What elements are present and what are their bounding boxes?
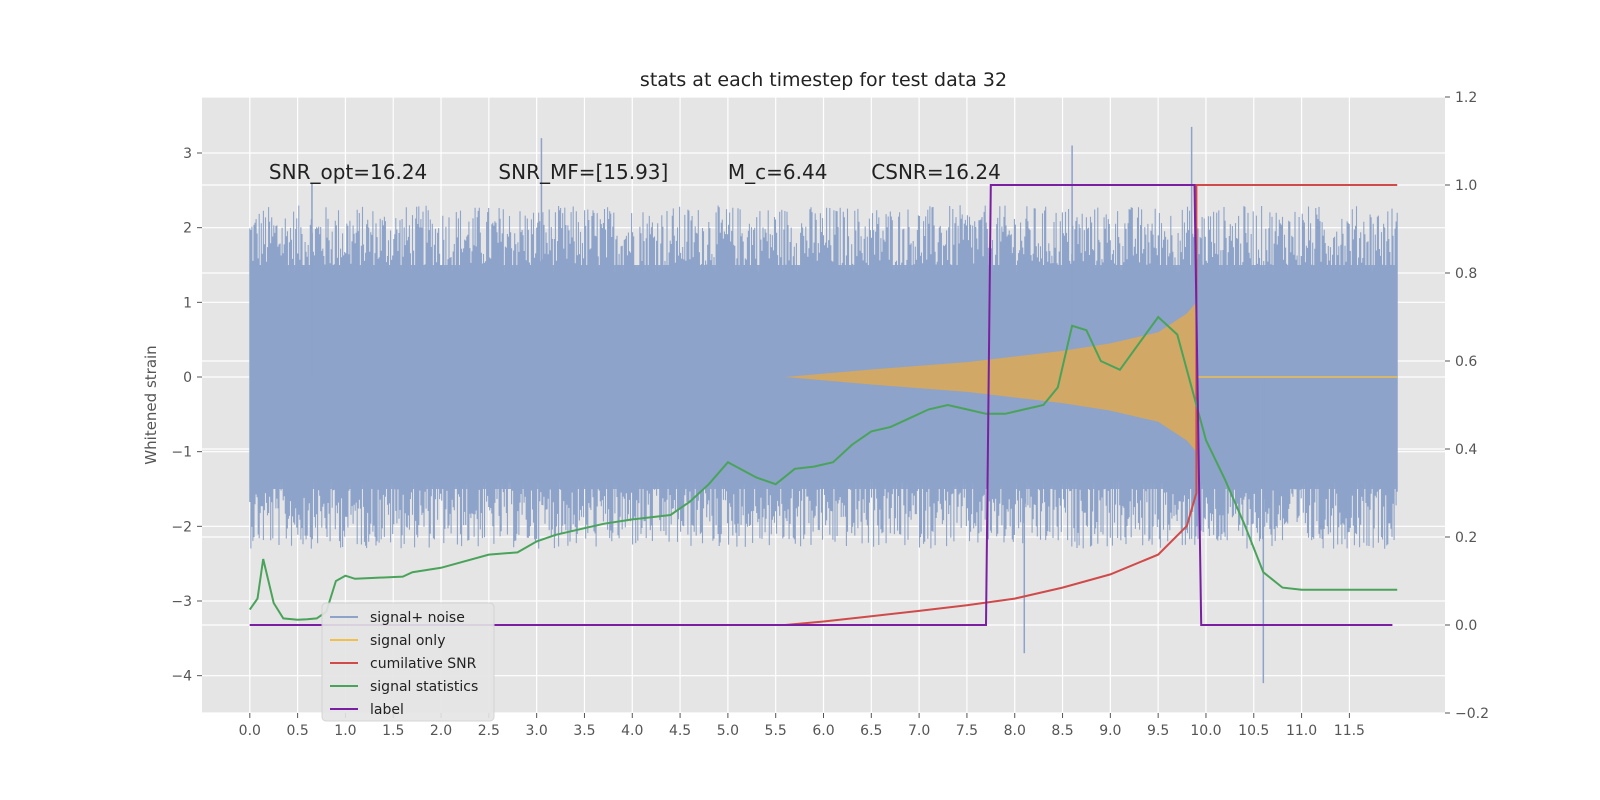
legend-label: signal statistics (370, 679, 478, 695)
y2-tick-label: −0.2 (1455, 706, 1489, 722)
series-lines (248, 184, 1398, 626)
x-tick-label: 4.0 (621, 723, 643, 739)
x-tick-label: 10.5 (1238, 723, 1269, 739)
x-tick-label: 8.5 (1051, 723, 1073, 739)
x-tick-label: 10.0 (1190, 723, 1221, 739)
y-tick-label: −3 (171, 594, 192, 610)
x-tick-label: 5.5 (765, 723, 787, 739)
y-tick-label: −1 (171, 445, 192, 461)
x-tick-label: 1.0 (334, 723, 356, 739)
legend-label: label (370, 702, 404, 718)
x-tick-label: 2.5 (478, 723, 500, 739)
x-tick-label: 9.5 (1147, 723, 1169, 739)
x-tick-label: 3.5 (573, 723, 595, 739)
annotation-text: M_c=6.44 (728, 160, 828, 184)
y-tick-label: −4 (171, 669, 192, 685)
x-tick-label: 0.0 (239, 723, 261, 739)
y-tick-label: 1 (183, 295, 192, 311)
x-tick-label: 6.5 (860, 723, 882, 739)
line-label (249, 184, 1393, 626)
x-tick-label: 11.0 (1286, 723, 1317, 739)
annotation-text: SNR_MF=[15.93] (498, 160, 668, 184)
x-tick-label: 1.5 (382, 723, 404, 739)
legend: signal+ noise signal only cumilative SNR si… (321, 602, 495, 722)
x-tick-label: 7.0 (908, 723, 930, 739)
legend-label: signal only (370, 633, 445, 649)
y2-tick-label: 0.8 (1455, 266, 1477, 282)
chart-title: stats at each timestep for test data 32 (640, 69, 1007, 91)
y-tick-label: 2 (183, 221, 192, 237)
x-tick-label: 9.0 (1099, 723, 1121, 739)
y2-tick-label: 0.4 (1455, 442, 1477, 458)
x-tick-label: 8.0 (1004, 723, 1026, 739)
line-cumilative-snr (249, 184, 1398, 626)
series-signal-only (785, 302, 1398, 452)
x-tick-label: 5.0 (717, 723, 739, 739)
x-tick-label: 6.0 (812, 723, 834, 739)
y-axis-label: Whitened strain (142, 345, 160, 464)
x-tick-label: 11.5 (1334, 723, 1365, 739)
axes: 0.0 0.5 1.0 1.5 2.0 2.5 3.0 3.5 4.0 4.5 5.0 5.5 6.0 6… (171, 90, 1489, 739)
y2-tick-label: 0.0 (1455, 618, 1477, 634)
y-tick-label: −2 (171, 519, 192, 535)
x-tick-label: 3.0 (526, 723, 548, 739)
x-tick-label: 7.5 (956, 723, 978, 739)
x-tick-label: 4.5 (669, 723, 691, 739)
signal-only-envelope (785, 302, 1197, 452)
annotation-text: CSNR=16.24 (871, 160, 1001, 184)
y2-tick-label: 0.2 (1455, 530, 1477, 546)
legend-box (321, 602, 495, 722)
y2-tick-label: 1.2 (1455, 90, 1477, 106)
y-tick-label: 0 (183, 370, 192, 386)
legend-label: signal+ noise (370, 610, 465, 626)
annotation-text: SNR_opt=16.24 (269, 160, 427, 184)
x-tick-label: 0.5 (286, 723, 308, 739)
annotations: SNR_opt=16.24 SNR_MF=[15.93] M_c=6.44 CSNR=… (269, 160, 1001, 184)
y2-tick-label: 1.0 (1455, 178, 1477, 194)
y2-tick-label: 0.6 (1455, 354, 1477, 370)
legend-label: cumilative SNR (370, 656, 477, 672)
y-tick-label: 3 (183, 146, 192, 162)
line-signal-statistics (248, 315, 1398, 621)
x-tick-label: 2.0 (430, 723, 452, 739)
